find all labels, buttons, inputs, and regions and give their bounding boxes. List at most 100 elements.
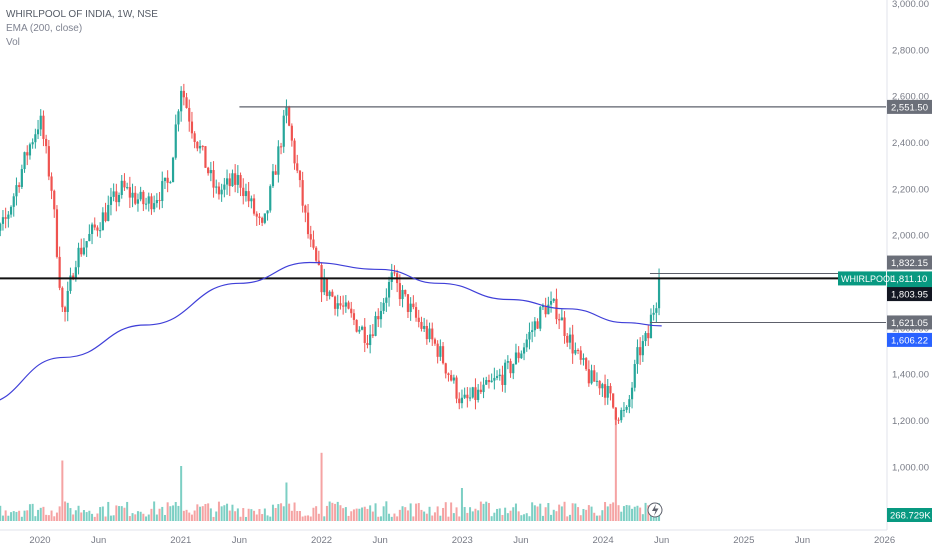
volume-bar [153, 501, 156, 521]
candle-body [239, 175, 242, 188]
candle [80, 238, 83, 257]
candle [63, 305, 67, 322]
candle-body [288, 106, 291, 126]
volume-bar [215, 511, 218, 521]
candle-body [636, 347, 639, 365]
candle [641, 335, 644, 362]
candle [153, 195, 156, 213]
candle [625, 405, 628, 413]
volume-bar [123, 507, 126, 521]
candle [99, 222, 102, 238]
volume-bar [172, 505, 175, 521]
candle-body [107, 204, 110, 221]
volume-bar [161, 506, 164, 521]
volume-bar [631, 508, 634, 521]
price-label-text: 1,606.22 [891, 335, 928, 346]
volume-bar [555, 511, 558, 521]
alert-icon[interactable] [647, 502, 663, 518]
volume-bar [455, 507, 458, 521]
volume-bar [250, 509, 253, 521]
volume-bar [622, 506, 625, 521]
candle [444, 362, 447, 379]
candle [185, 92, 188, 109]
candle-body [630, 387, 634, 400]
candle [520, 350, 523, 359]
candle-body [482, 384, 485, 393]
volume-bar [320, 452, 323, 521]
price-label-bg [887, 332, 932, 347]
candle [150, 193, 153, 215]
volume-bar [595, 515, 598, 521]
candle-body [398, 283, 401, 300]
candle [298, 170, 302, 188]
candle [290, 123, 293, 147]
candle-body [641, 341, 644, 356]
candle-body [625, 407, 628, 410]
candle-body [393, 272, 396, 274]
candle [26, 145, 29, 166]
candle [269, 184, 272, 213]
candle-body [463, 394, 466, 398]
candle-body [134, 192, 137, 204]
volume-bar [274, 508, 277, 521]
candle-body [163, 177, 167, 182]
volume-bar [37, 509, 40, 521]
candle-body [185, 97, 188, 108]
volume-bar [598, 515, 601, 521]
candle-body [96, 227, 99, 231]
candle [317, 250, 320, 266]
volume-bar [423, 511, 426, 521]
candle-body [493, 377, 496, 381]
candle-body [579, 350, 582, 360]
candle [474, 378, 477, 410]
volume-bar [442, 507, 445, 521]
candle [409, 297, 412, 321]
volume-bar [547, 503, 550, 521]
candle-body [328, 291, 331, 297]
candle-body [649, 314, 653, 339]
candle [112, 183, 115, 202]
candle-body [304, 205, 307, 213]
candle-body [363, 326, 366, 343]
candle-body [53, 190, 56, 210]
candle [180, 86, 183, 122]
candle [85, 241, 88, 258]
candle [23, 151, 26, 173]
candle-body [144, 203, 148, 205]
candle [528, 322, 531, 350]
volume-bar [53, 516, 56, 521]
candle [212, 161, 215, 198]
volume-bar [239, 516, 242, 521]
volume-bar [444, 502, 447, 521]
candle [582, 353, 585, 366]
volume-bar [523, 514, 526, 521]
candle [147, 192, 150, 212]
candle-body [142, 191, 145, 205]
candle [576, 348, 580, 355]
volume-bar [134, 514, 137, 521]
volume-bar [128, 516, 131, 521]
volume-bar [74, 510, 77, 521]
candle-body [271, 171, 275, 187]
candle-body [471, 387, 474, 398]
candle [652, 304, 655, 321]
candle [90, 222, 94, 245]
volume-bar [388, 513, 391, 521]
candle-body [301, 180, 304, 206]
candle [433, 337, 437, 346]
candle [539, 305, 542, 332]
candle-body [633, 364, 636, 388]
candle-body [498, 374, 501, 377]
candle [239, 172, 242, 197]
volume-bar [263, 508, 266, 521]
candle-body [379, 310, 383, 320]
volume-bar [293, 502, 296, 521]
candle-body [374, 316, 377, 336]
candle [555, 288, 558, 325]
candles [0, 83, 661, 426]
x-tick-label: Jun [232, 535, 247, 546]
volume-bar [282, 506, 285, 521]
candle [288, 105, 291, 127]
candle-body [404, 289, 407, 295]
